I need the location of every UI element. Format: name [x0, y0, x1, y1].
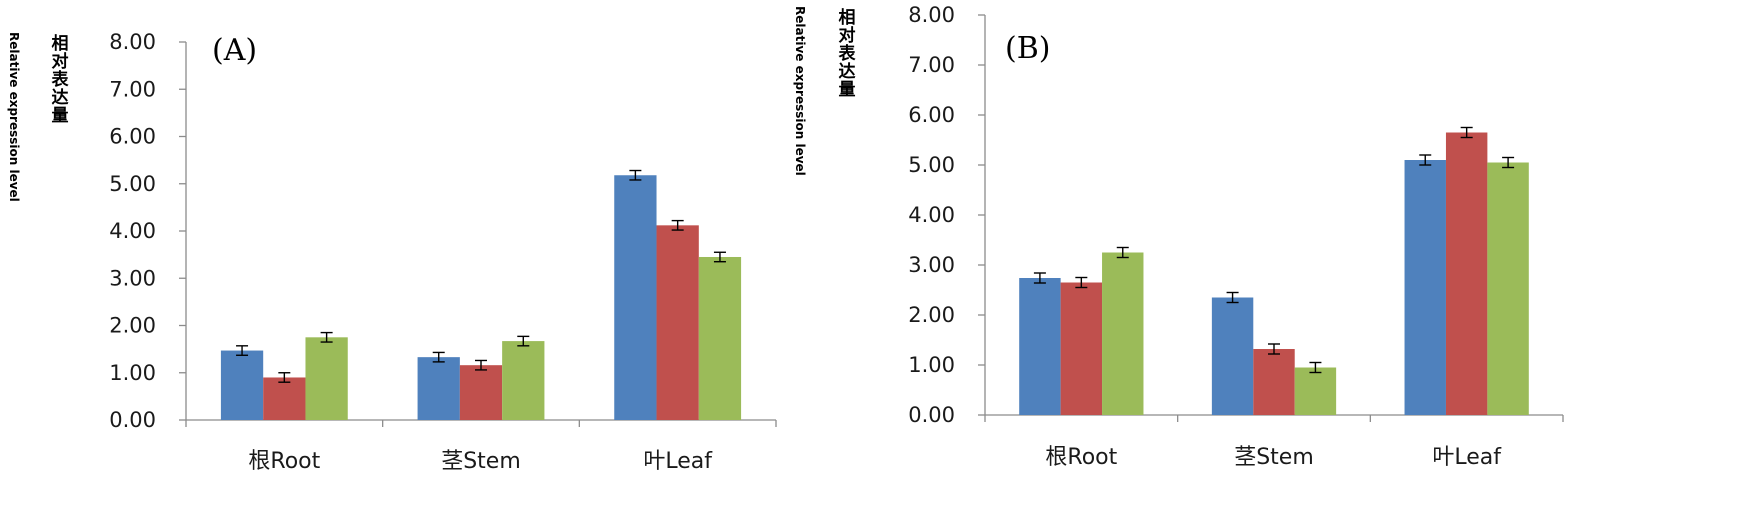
y-tick-label: 5.00 [908, 153, 955, 177]
y-tick-label: 7.00 [109, 77, 156, 101]
y-axis-label-zh: 相对表达量 [52, 33, 70, 126]
x-category-label: 茎Stem [1234, 445, 1314, 470]
y-axis-label-zh: 相对表达量 [839, 7, 857, 100]
bar [1487, 162, 1529, 415]
x-category-label: 叶Leaf [643, 449, 713, 474]
y-axis-label-en: Relative expression level [793, 6, 807, 176]
bar [220, 350, 264, 420]
bar [459, 365, 503, 420]
chart-panel-a: 0.00 1.00 2.00 3.00 4.00 5.00 6.00 7.00 8.00 根Roo… [7, 30, 777, 474]
y-tick-label: 6.00 [109, 125, 156, 149]
bar [698, 256, 742, 420]
bar [417, 357, 460, 420]
y-tick-label: 0.00 [109, 408, 156, 432]
bar [1102, 252, 1144, 415]
x-category-label: 叶Leaf [1432, 445, 1502, 470]
y-tick-label: 4.00 [908, 203, 955, 227]
panel-label: (A) [212, 33, 257, 68]
x-category-label: 根Root [248, 449, 320, 474]
y-axis-label-en: Relative expression level [7, 32, 21, 202]
chart-panel-b: 0.00 1.00 2.00 3.00 4.00 5.00 6.00 7.00 8.00 根Roo… [793, 3, 1564, 470]
y-tick-label: 6.00 [908, 103, 955, 127]
bar [1404, 160, 1446, 415]
y-tick-label: 5.00 [109, 172, 156, 196]
bar [305, 337, 348, 420]
y-tick-label: 8.00 [109, 30, 156, 54]
bar [1211, 297, 1254, 415]
y-tick-label: 0.00 [908, 403, 955, 427]
x-category-label: 根Root [1045, 445, 1117, 470]
bar [263, 377, 306, 420]
y-tick-label: 4.00 [109, 219, 156, 243]
y-tick-label: 3.00 [109, 266, 156, 290]
y-tick-label: 3.00 [908, 253, 955, 277]
bar [656, 225, 699, 420]
y-tick-label: 8.00 [908, 3, 955, 27]
bar [614, 175, 657, 420]
x-category-label: 茎Stem [441, 449, 521, 474]
y-tick-label: 1.00 [109, 361, 156, 385]
bar [1253, 349, 1295, 415]
y-tick-label: 7.00 [908, 53, 955, 77]
bar [1294, 367, 1337, 415]
bar [1060, 282, 1103, 415]
bar [1019, 278, 1061, 415]
y-tick-label: 2.00 [908, 303, 955, 327]
bar [502, 341, 545, 420]
panel-label: (B) [1005, 31, 1050, 66]
bar [1445, 132, 1488, 415]
y-tick-label: 1.00 [908, 353, 955, 377]
y-tick-label: 2.00 [109, 314, 156, 338]
